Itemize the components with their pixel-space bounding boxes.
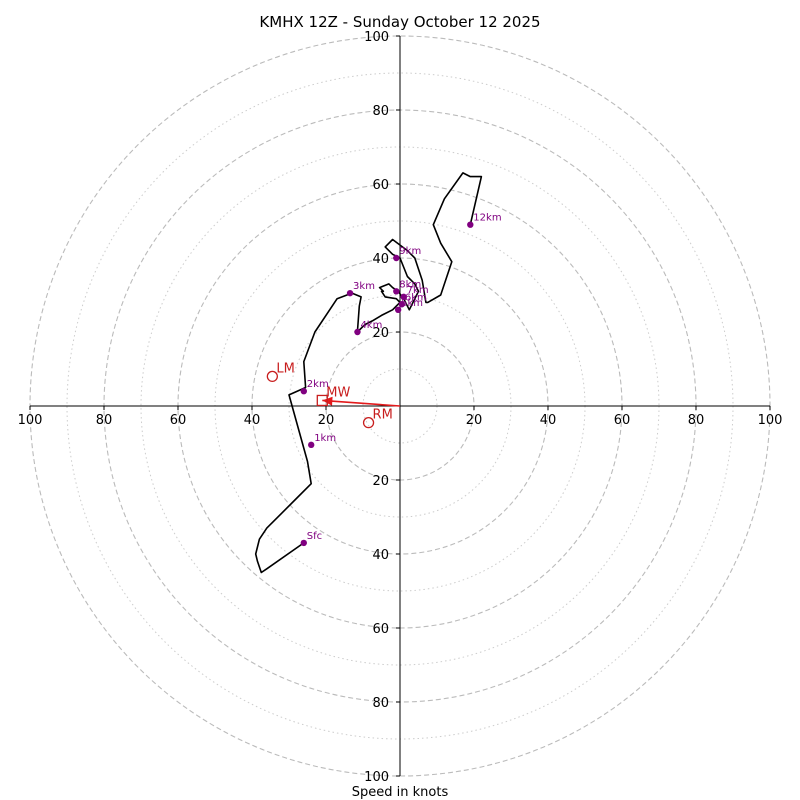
wind-trace (254, 172, 483, 574)
height-marker-sfc (300, 539, 307, 547)
height-label-9km: 9km (399, 246, 421, 257)
chart-title: KMHX 12Z - Sunday October 12 2025 (259, 13, 540, 31)
height-label-5km: 5km (401, 298, 423, 309)
height-marker-3km (346, 289, 354, 297)
y-tick-label: 80 (372, 104, 389, 119)
x-tick-label: 80 (688, 413, 705, 428)
height-marker-12km (467, 221, 474, 228)
y-tick-label: 40 (372, 548, 389, 563)
height-marker-5km (394, 306, 402, 313)
height-marker-6km (398, 301, 406, 308)
y-tick-label: 100 (364, 770, 389, 785)
mean-wind-arrow-shaft (322, 399, 401, 407)
height-label-sfc: Sfc (307, 531, 322, 542)
y-tick-label: 60 (372, 622, 389, 637)
y-tick-label: 100 (364, 30, 389, 45)
x-tick-label: 20 (466, 413, 483, 428)
height-marker-1km (308, 441, 315, 449)
height-marker-9km (393, 254, 400, 262)
height-label-7km: 7km (407, 285, 429, 296)
y-tick-label: 20 (372, 326, 389, 341)
wind-trace-line (254, 172, 483, 574)
x-tick-label: 60 (614, 413, 631, 428)
mw-marker (316, 394, 328, 407)
height-label-3km: 3km (353, 281, 375, 292)
storm-motion-markers: LM MW RM (266, 361, 393, 429)
y-tick-label: 20 (372, 474, 389, 489)
tick-labels: 100 80 60 40 20 20 40 60 80 100 100 80 60 40 20 20 40 60 8… (18, 30, 783, 785)
x-tick-label: 80 (96, 413, 113, 428)
rm-label: RM (373, 408, 393, 423)
height-marker-8km (393, 288, 400, 295)
height-marker-2km (300, 388, 307, 395)
height-label-12km: 12km (473, 213, 501, 224)
y-tick-label: 80 (372, 696, 389, 711)
x-tick-label: 60 (170, 413, 187, 428)
height-label-4km: 4km (360, 320, 382, 331)
height-label-1km: 1km (314, 433, 336, 444)
x-tick-label: 40 (540, 413, 557, 428)
height-marker-7km (400, 293, 407, 301)
mw-label: MW (326, 385, 350, 400)
height-label-8km: 8km (399, 279, 421, 290)
x-axis-label: Speed in knots (352, 785, 449, 800)
x-tick-label: 40 (244, 413, 261, 428)
rm-marker (362, 416, 375, 429)
y-tick-label: 60 (372, 178, 389, 193)
x-tick-label: 20 (318, 413, 335, 428)
x-tick-label: 100 (758, 413, 783, 428)
height-marker-4km (354, 328, 361, 336)
lm-marker (266, 370, 279, 383)
height-label-2km: 2km (307, 379, 329, 390)
x-tick-label: 100 (18, 413, 43, 428)
y-tick-label: 40 (372, 252, 389, 267)
height-label-6km: 6km (405, 292, 427, 303)
lm-label: LM (276, 361, 294, 376)
